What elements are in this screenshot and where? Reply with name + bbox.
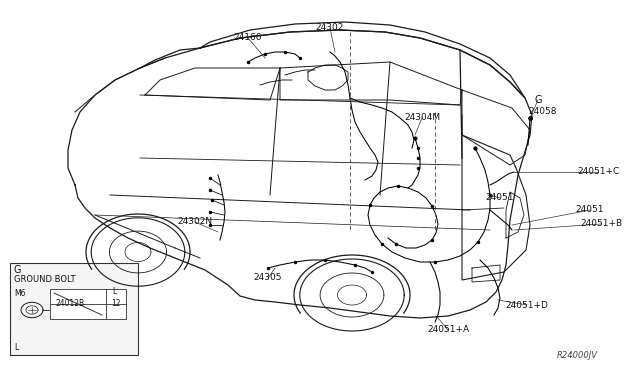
Text: 24051+B: 24051+B — [580, 219, 622, 228]
Text: 24012B: 24012B — [56, 299, 84, 308]
Text: 24051+D: 24051+D — [506, 301, 548, 310]
Text: R24000JV: R24000JV — [557, 352, 598, 360]
Bar — [10, 263, 138, 355]
Text: 24058: 24058 — [529, 108, 557, 116]
Bar — [50, 289, 126, 319]
Text: 24160: 24160 — [234, 33, 262, 42]
Text: L: L — [14, 343, 19, 353]
Text: 24302N: 24302N — [177, 218, 212, 227]
Text: 24305: 24305 — [253, 273, 282, 282]
Text: L: L — [112, 286, 116, 295]
Text: 12: 12 — [111, 299, 121, 308]
Text: G: G — [534, 95, 541, 105]
Text: M6: M6 — [14, 289, 26, 298]
Text: 24302: 24302 — [316, 23, 344, 32]
Text: 24051: 24051 — [486, 193, 515, 202]
Text: 24304M: 24304M — [404, 113, 440, 122]
Text: 24051+A: 24051+A — [427, 326, 469, 334]
Text: GROUND BOLT: GROUND BOLT — [14, 276, 76, 285]
Text: G: G — [14, 265, 22, 275]
Text: 24051+C: 24051+C — [577, 167, 619, 176]
Text: 24051: 24051 — [576, 205, 604, 215]
